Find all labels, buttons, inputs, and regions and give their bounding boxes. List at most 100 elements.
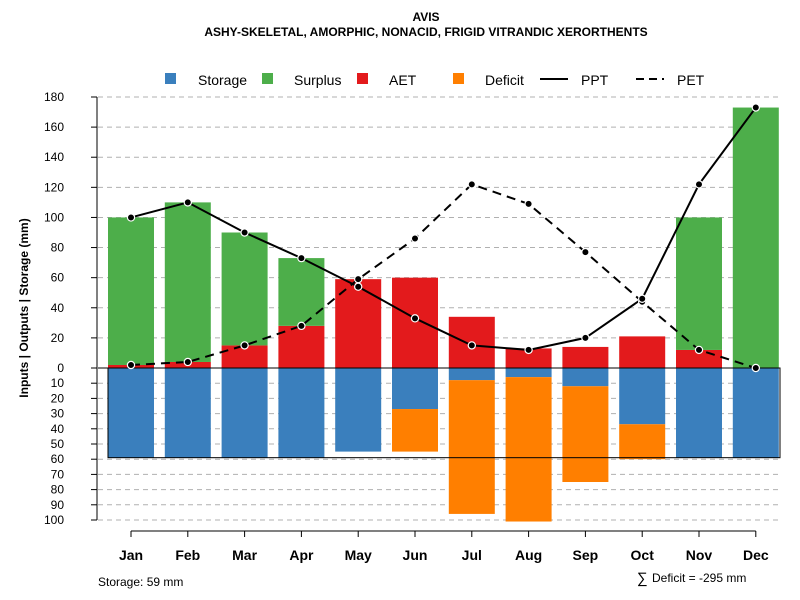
storage-bar: [505, 368, 552, 378]
y-tick-label: 80: [51, 483, 65, 497]
storage-bar: [732, 368, 779, 458]
ppt-point: [354, 282, 363, 291]
ppt-point: [183, 198, 192, 207]
y-tick-label: 90: [51, 498, 65, 512]
aet-bar: [562, 346, 609, 368]
legend-aet-label: AET: [389, 72, 417, 88]
legend-surplus-label: Surplus: [294, 72, 341, 88]
axes: 0204060801001201401601801020304050607080…: [44, 90, 769, 563]
storage-bar: [448, 368, 495, 381]
pet-point: [240, 341, 249, 350]
deficit-bar: [505, 377, 552, 522]
pet-point: [126, 360, 136, 370]
y-tick-label: 160: [44, 120, 64, 134]
aet-bar: [335, 279, 382, 368]
y-tick-label: 70: [51, 467, 65, 481]
ppt-point: [638, 294, 647, 303]
surplus-bar: [732, 107, 779, 369]
y-tick-label: 100: [44, 513, 64, 527]
pet-point: [751, 363, 761, 373]
y-tick-label: 60: [51, 452, 65, 466]
chart-subtitle: ASHY-SKELETAL, AMORPHIC, NONACID, FRIGID…: [204, 25, 647, 39]
y-tick-label: 100: [44, 210, 64, 224]
storage-bar: [221, 368, 268, 458]
surplus-bar: [221, 232, 268, 346]
y-tick-label: 80: [51, 241, 65, 255]
ppt-point: [297, 253, 306, 263]
pet-point: [183, 357, 192, 367]
surplus-bar: [164, 202, 211, 362]
ppt-point: [581, 333, 590, 343]
x-tick-label: Feb: [175, 547, 200, 563]
x-tick-label: Jul: [462, 547, 482, 563]
y-tick-label: 0: [57, 361, 64, 375]
x-tick-label: Nov: [686, 547, 713, 563]
surplus-bar: [108, 217, 154, 365]
ppt-point: [240, 228, 249, 237]
y-axis-label: Inputs | Outputs | Storage (mm): [17, 218, 31, 397]
legend-storage-label: Storage: [198, 72, 247, 88]
pet-point: [581, 247, 590, 257]
storage-bar: [108, 368, 154, 458]
y-tick-label: 60: [51, 271, 65, 285]
legend-surplus-swatch: [262, 73, 273, 84]
pet-point: [524, 199, 533, 209]
legend-aet-swatch: [357, 73, 368, 84]
storage-footer: Storage: 59 mm: [98, 575, 183, 589]
legend-storage-swatch: [165, 73, 176, 84]
pet-point: [467, 180, 476, 189]
deficit-bar: [562, 386, 609, 482]
sum-symbol: ∑: [637, 570, 648, 587]
x-tick-label: Apr: [289, 547, 314, 563]
x-tick-label: Jan: [119, 547, 143, 563]
storage-bar: [164, 368, 211, 458]
storage-bar: [335, 368, 382, 452]
storage-bar: [392, 368, 438, 410]
y-tick-label: 10: [51, 376, 65, 390]
y-tick-label: 140: [44, 150, 64, 164]
deficit-footer: Deficit = -295 mm: [652, 571, 746, 585]
x-tick-label: May: [345, 547, 372, 563]
bars: [108, 107, 779, 522]
x-tick-label: Aug: [515, 547, 542, 563]
storage-frame: [98, 367, 781, 459]
legend-deficit-label: Deficit: [485, 72, 524, 88]
y-tick-label: 120: [44, 180, 64, 194]
ppt-point: [751, 103, 761, 112]
ppt-line: [130, 106, 757, 351]
storage-bar: [278, 368, 325, 458]
legend-deficit-swatch: [453, 73, 464, 84]
aet-bar: [392, 277, 438, 368]
surplus-bar: [676, 217, 722, 350]
ppt-point: [410, 314, 420, 323]
series-lines: [126, 103, 761, 373]
aet-bar: [619, 336, 666, 368]
pet-point: [297, 321, 306, 331]
pet-point: [694, 345, 704, 355]
pet-point: [354, 274, 363, 284]
x-tick-label: Mar: [232, 547, 257, 563]
aet-bar: [505, 348, 552, 368]
ppt-point: [524, 345, 533, 355]
x-tick-label: Sep: [573, 547, 599, 563]
y-tick-label: 50: [51, 437, 65, 451]
storage-bar: [562, 368, 609, 387]
legend: Storage Surplus AET Deficit PPT PET: [165, 72, 705, 88]
chart-title: AVIS: [412, 10, 439, 24]
y-tick-label: 30: [51, 407, 65, 421]
legend-pet-label: PET: [677, 72, 705, 88]
x-tick-label: Oct: [631, 547, 655, 563]
x-tick-label: Dec: [743, 547, 769, 563]
deficit-bar: [619, 424, 666, 460]
ppt-point: [467, 341, 476, 350]
ppt-point: [126, 213, 136, 222]
aet-bar: [221, 345, 268, 368]
y-tick-label: 180: [44, 90, 64, 104]
ppt-point: [694, 180, 704, 189]
y-tick-label: 20: [51, 391, 65, 405]
y-tick-label: 20: [51, 331, 65, 345]
pet-point: [410, 234, 420, 243]
legend-ppt-label: PPT: [581, 72, 609, 88]
storage-bar: [619, 368, 666, 425]
